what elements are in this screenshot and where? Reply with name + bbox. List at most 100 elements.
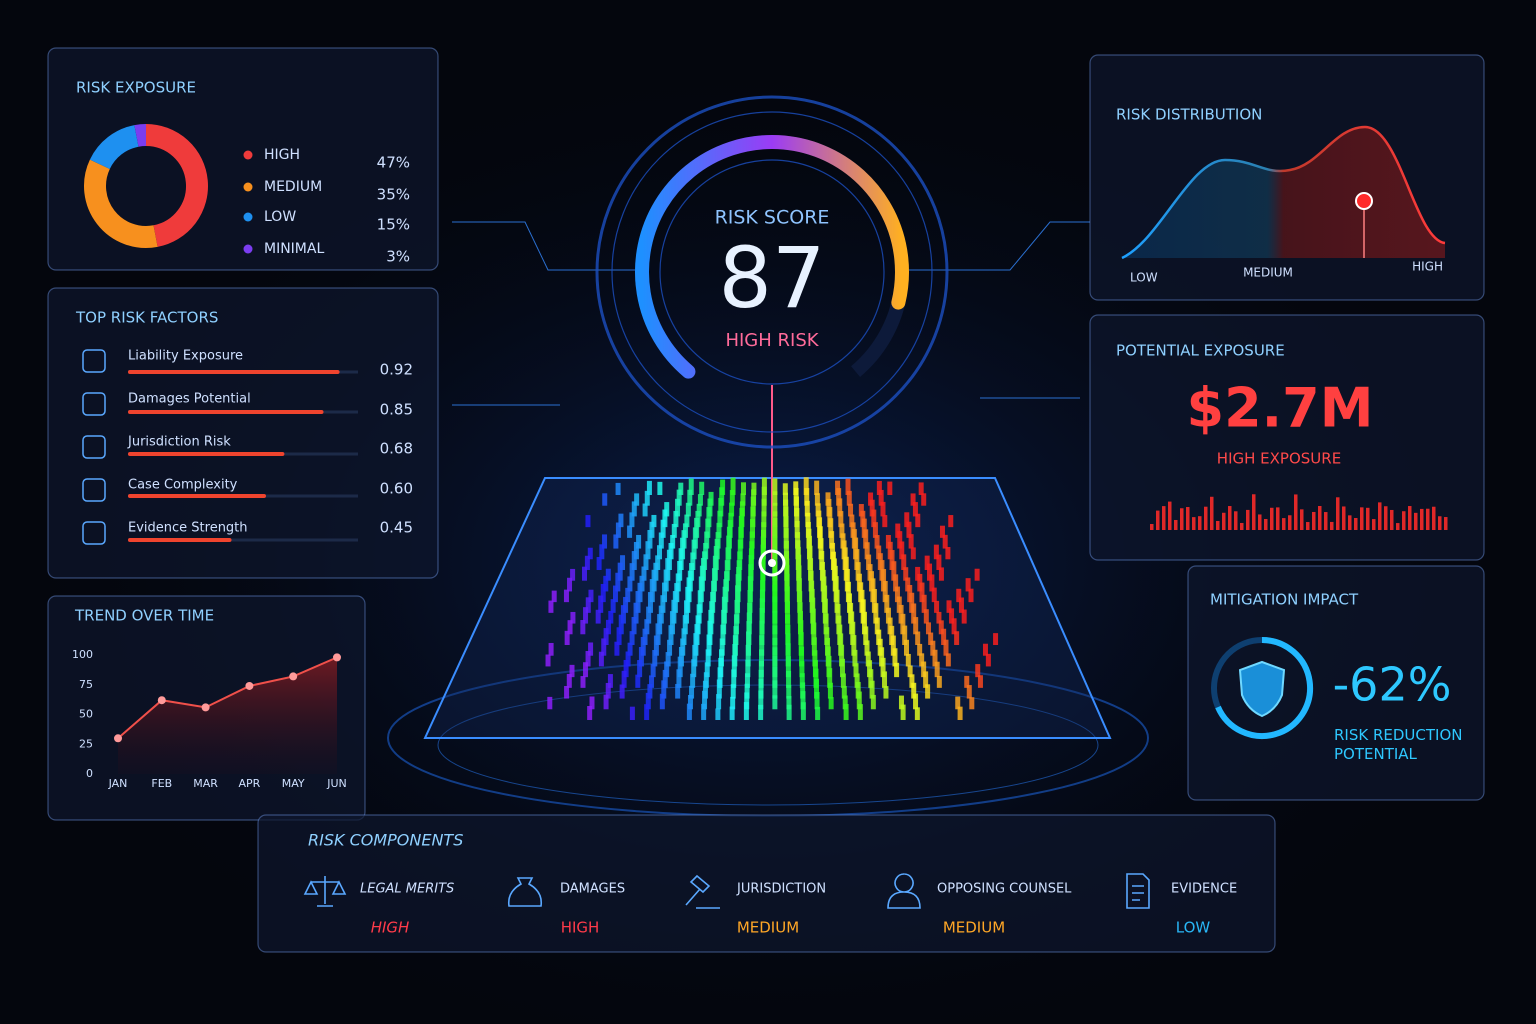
heat-cell [678,548,684,570]
heat-cell [794,508,800,528]
spark-bar [1360,507,1364,530]
heat-cell [602,493,608,506]
heat-cell [685,502,691,517]
heat-cell [800,691,806,710]
heat-cell [838,633,844,656]
hot-spot [768,559,776,567]
factor-label: Damages Potential [128,392,251,407]
icon [887,873,921,909]
value-label: 0.85 [380,401,413,419]
heat-cell [919,653,925,667]
heat-cell [799,646,805,667]
panel-title: RISK EXPOSURE [76,79,196,97]
heat-cell [928,632,934,645]
heat-cell [855,562,861,581]
heat-cell [733,614,739,635]
heat-cell [836,488,842,506]
icon [507,877,543,907]
heat-cell [761,477,767,495]
heat-cell [740,482,746,495]
heat-cell [605,568,611,581]
donut-slice [84,159,158,248]
heat-cell [848,503,854,517]
heat-cell [772,680,778,699]
spark-bar [1294,494,1298,530]
heat-cell [911,682,917,699]
heat-cell [760,568,766,592]
heat-cell [912,502,918,517]
spark-bar [1444,517,1448,530]
heat-cell [662,582,668,603]
spark-bar [1270,507,1274,530]
heat-cell [717,667,723,688]
hot-spot [758,549,786,577]
heat-cell [631,616,637,635]
heat-cell [627,642,633,656]
heat-cell [720,624,726,645]
heat-cell [834,589,840,613]
heat-cell [687,694,693,710]
heat-cell [958,597,964,613]
heat-cell [744,683,750,699]
heat-cell [759,635,765,656]
heat-cell [869,499,875,517]
heat-cell [688,478,694,495]
heat-cell [661,680,667,699]
heat-cell [876,629,882,645]
component-level: HIGH [561,919,600,937]
heat-cell [706,634,712,656]
heat-cell [842,695,848,710]
heat-cell [758,678,764,699]
heat-cell [925,684,931,699]
mitigation-value: -62% [1333,658,1452,712]
legend-label: MEDIUM [264,179,322,195]
heat-cell [580,619,586,635]
heat-cell [623,659,629,678]
exposure-value: $2.7M [1187,377,1374,440]
bar [128,452,285,456]
heat-cell [885,607,891,624]
heat-cell [826,655,832,678]
heat-cell [865,651,871,667]
heat-cell [605,619,611,635]
spark-bar [1288,515,1292,530]
heat-cell [815,706,821,720]
heat-cell [735,585,741,613]
heat-cell [703,542,709,560]
gauge-value: 87 [719,229,826,327]
heat-cell [601,638,607,656]
heat-cell [692,527,698,549]
bar [128,538,232,542]
axis-label: LOW [1130,271,1158,285]
ring [437,684,1099,806]
y-tick-label: 0 [86,767,93,780]
component-name: OPPOSING COUNSEL [937,882,1072,897]
heat-cell [547,696,553,710]
panel-exposure [1089,314,1485,561]
spark-bar [1318,506,1322,530]
heat-cell [734,599,740,624]
heat-cell [822,598,828,624]
heat-cell [772,596,778,624]
heat-cell [864,640,870,656]
heat-cell [761,511,767,528]
y-tick-label: 25 [79,737,93,750]
value-label: 0.45 [380,519,413,537]
heat-cell [567,577,573,592]
panel-title: RISK DISTRIBUTION [1116,106,1262,124]
spark-bar [1192,517,1196,530]
heat-cell [750,506,756,528]
spark-bar [1306,522,1310,530]
heat-cell [623,596,629,613]
legend-dot [243,244,253,254]
heat-cell [803,477,809,495]
component-level: LOW [1176,919,1211,937]
heat-cell [871,588,877,613]
heat-cell [634,493,640,506]
heat-cell [927,563,933,581]
heat-cell [696,604,702,624]
heat-cell [894,662,900,678]
heat-cell [783,515,789,538]
heat-cell [650,664,656,678]
heat-cell [856,691,862,710]
